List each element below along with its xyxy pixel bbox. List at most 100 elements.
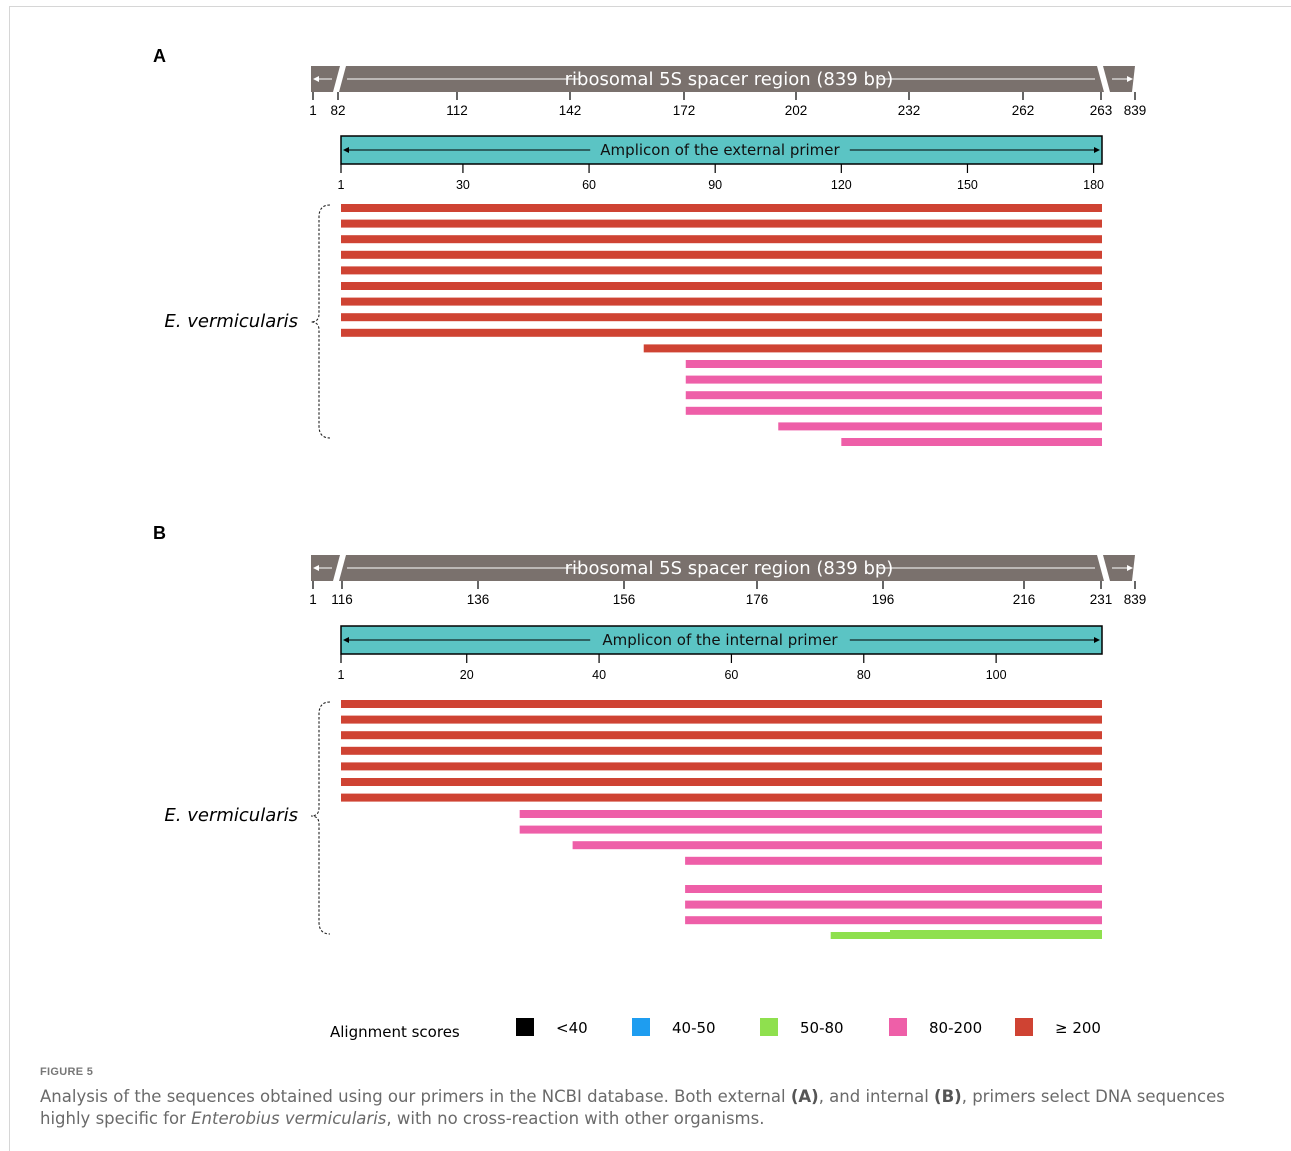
legend-label: 50-80 (800, 1019, 844, 1037)
alignment-bar (341, 204, 1102, 212)
panel-letter: A (153, 46, 166, 66)
region-tick-label: 116 (331, 592, 353, 607)
amplicon-tick-label: 40 (592, 668, 606, 682)
figure-label: FIGURE 5 (40, 1066, 94, 1078)
group-brace (310, 701, 331, 935)
alignment-bar (341, 746, 1102, 755)
alignment-bar (341, 250, 1102, 259)
caption-ref-a: (A) (790, 1087, 819, 1106)
alignment-bar (572, 841, 1102, 850)
amplicon-label: Amplicon of the external primer (600, 141, 840, 159)
alignment-bar (341, 778, 1102, 786)
legend-label: 80-200 (929, 1019, 982, 1037)
region-tick-label: 839 (1124, 103, 1147, 118)
amplicon-tick-label: 180 (1083, 178, 1104, 192)
alignment-bar (519, 825, 1102, 834)
region-tick-label: 232 (898, 103, 921, 118)
region-label: ribosomal 5S spacer region (839 bp) (565, 558, 894, 579)
amplicon-tick-label: 20 (460, 668, 474, 682)
region-tick-label: 263 (1090, 103, 1113, 118)
alignment-bar (685, 885, 1102, 893)
legend-label: <40 (556, 1019, 588, 1037)
legend-swatch (760, 1018, 778, 1036)
amplicon-tick-label: 60 (724, 668, 738, 682)
region-tick-label: 172 (673, 103, 696, 118)
group-brace (310, 204, 331, 439)
alignment-bar (519, 810, 1102, 818)
caption-text-4: , with no cross-reaction with other orga… (386, 1109, 765, 1128)
alignment-bar (685, 391, 1102, 400)
legend-swatch (516, 1018, 534, 1036)
amplicon-label: Amplicon of the internal primer (602, 631, 838, 649)
region-tick-label: 1 (309, 103, 317, 118)
alignment-bar (341, 793, 1102, 802)
figure-caption: Analysis of the sequences obtained using… (40, 1086, 1260, 1130)
region-tick-label: 839 (1124, 592, 1147, 607)
caption-text-3: , primers select DNA sequences highly sp… (40, 1087, 1225, 1128)
region-bar (339, 66, 1104, 92)
legend-swatch (632, 1018, 650, 1036)
amplicon-tick-label: 80 (857, 668, 871, 682)
legend-swatch (1015, 1018, 1033, 1036)
legend-title: Alignment scores (330, 1023, 460, 1041)
legend: Alignment scores <40 40-50 50-80 80-200 ≥ 200 (330, 1018, 1101, 1041)
region-tick-label: 136 (467, 592, 490, 607)
alignment-bar (685, 916, 1102, 925)
amplicon-tick-label: 120 (831, 178, 852, 192)
alignment-bar (685, 360, 1102, 368)
alignment-bar (341, 297, 1102, 306)
region-arrowhead-right (1127, 565, 1133, 571)
legend-label: ≥ 200 (1055, 1019, 1101, 1037)
amplicon-arrowhead-right (1094, 637, 1100, 643)
alignment-bar (643, 344, 1102, 353)
alignment-bar (685, 375, 1102, 384)
region-label: ribosomal 5S spacer region (839 bp) (565, 69, 894, 90)
region-arrowhead-left (313, 565, 319, 571)
amplicon-tick-label: 150 (957, 178, 978, 192)
amplicon-tick-label: 1 (338, 178, 345, 192)
alignment-bar (341, 282, 1102, 290)
amplicon-arrowhead-left (343, 637, 349, 643)
alignment-bar (341, 731, 1102, 740)
alignment-bar (341, 762, 1102, 771)
figure-frame (9, 6, 1291, 1151)
region-tick-label: 231 (1090, 592, 1113, 607)
amplicon-arrowhead-left (343, 147, 349, 153)
alignment-bar (341, 700, 1102, 708)
caption-text-2: , and internal (818, 1087, 935, 1106)
alignment-bar (890, 930, 1102, 939)
region-tick-label: 176 (746, 592, 769, 607)
amplicon-tick-label: 100 (986, 668, 1007, 682)
amplicon-tick-label: 30 (456, 178, 470, 192)
alignment-bar (830, 932, 890, 939)
alignment-bar (841, 438, 1102, 446)
region-tick-label: 112 (446, 103, 468, 118)
amplicon-arrowhead-right (1094, 147, 1100, 153)
alignment-bar (685, 856, 1102, 865)
alignment-bar (778, 422, 1102, 431)
region-arrowhead-left (313, 76, 319, 82)
region-tick-label: 1 (309, 592, 317, 607)
region-tick-label: 156 (613, 592, 636, 607)
legend-swatch (889, 1018, 907, 1036)
region-tick-label: 202 (785, 103, 808, 118)
legend-label: 40-50 (672, 1019, 716, 1037)
alignment-bar (341, 266, 1102, 275)
group-label: E. vermicularis (164, 805, 298, 826)
alignment-bar (341, 219, 1102, 228)
region-bar (339, 555, 1104, 581)
amplicon-tick-label: 1 (338, 668, 345, 682)
region-tick-label: 196 (872, 592, 895, 607)
alignment-bar (341, 313, 1102, 322)
region-tick-label: 82 (330, 103, 345, 118)
panel-letter: B (153, 523, 166, 543)
caption-species: Enterobius vermicularis (191, 1109, 387, 1128)
group-label: E. vermicularis (164, 311, 298, 332)
amplicon-tick-label: 60 (582, 178, 596, 192)
amplicon-tick-label: 90 (708, 178, 722, 192)
region-arrowhead-right (1127, 76, 1133, 82)
alignment-bar (685, 406, 1102, 415)
